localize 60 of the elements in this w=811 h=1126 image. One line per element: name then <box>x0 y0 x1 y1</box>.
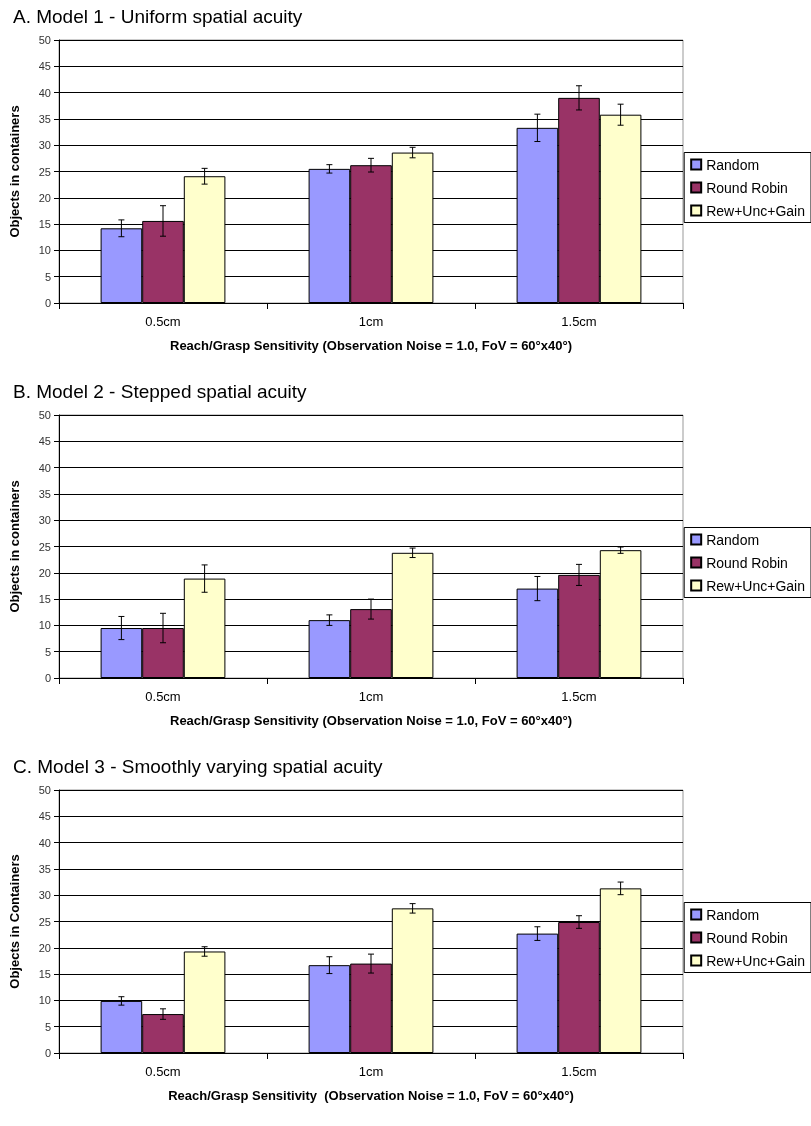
legend-label: Rew+Unc+Gain <box>706 577 805 594</box>
y-axis-title: Objects in Containers <box>7 854 22 989</box>
y-tick-label: 40 <box>38 86 51 99</box>
y-tick-label: 5 <box>44 1020 51 1033</box>
y-tick-label: 5 <box>44 270 51 283</box>
x-axis-title: Reach/Grasp Sensitivity (Observation Noise = 1.0, FoV = 60°x40°) <box>169 713 573 728</box>
y-tick-label: 25 <box>38 540 51 553</box>
x-axis-title: Reach/Grasp Sensitivity (Observation Noise = 1.0, FoV = 60°x40°) <box>169 338 573 353</box>
legend-label: Rew+Unc+Gain <box>706 952 805 969</box>
chart-title: B. Model 2 - Stepped spatial acuity <box>13 381 308 402</box>
y-axis-title: Objects in containers <box>7 105 22 238</box>
y-tick-label: 40 <box>38 461 51 474</box>
y-tick-label: 50 <box>38 409 51 421</box>
x-tick-label: 1cm <box>358 314 384 329</box>
y-tick-label: 30 <box>38 139 51 152</box>
y-tick-label: 20 <box>38 566 51 579</box>
y-tick-label: 50 <box>38 784 51 796</box>
legend-label: Round Robin <box>706 179 788 196</box>
y-tick-label: 45 <box>38 60 51 73</box>
y-tick-label: 40 <box>38 836 51 849</box>
y-tick-label: 50 <box>38 34 51 46</box>
legend-label: Round Robin <box>706 554 788 571</box>
y-tick-label: 20 <box>38 191 51 204</box>
legend-label: Random <box>706 531 760 548</box>
y-tick-label: 10 <box>38 994 51 1007</box>
y-tick-label: 15 <box>38 968 51 981</box>
y-tick-label: 25 <box>38 915 51 928</box>
y-tick-label: 10 <box>38 244 51 257</box>
legend-label: Random <box>706 906 760 923</box>
x-tick-label: 0.5cm <box>145 689 181 704</box>
x-axis-title: Reach/Grasp Sensitivity (Observation Noise = 1.0, FoV = 60°x40°) <box>168 1088 574 1103</box>
y-tick-label: 30 <box>38 889 51 902</box>
y-tick-label: 35 <box>38 862 51 875</box>
y-tick-label: 10 <box>38 619 51 632</box>
chart-title: C. Model 3 - Smoothly varying spatial acuity <box>13 756 384 777</box>
chart-title: A. Model 1 - Uniform spatial acuity <box>13 6 303 27</box>
y-tick-label: 45 <box>38 435 51 448</box>
y-tick-label: 15 <box>38 593 51 606</box>
legend-label: Round Robin <box>706 929 788 946</box>
y-tick-label: 30 <box>38 514 51 527</box>
legend-label: Rew+Unc+Gain <box>706 202 805 219</box>
y-tick-label: 15 <box>38 218 51 231</box>
y-tick-label: 0 <box>44 1047 51 1059</box>
x-tick-label: 1.5cm <box>561 689 597 704</box>
y-tick-label: 5 <box>44 645 51 658</box>
legend-label: Random <box>706 156 760 173</box>
x-tick-label: 0.5cm <box>145 1064 181 1079</box>
x-tick-label: 1.5cm <box>561 1064 597 1079</box>
y-tick-label: 0 <box>44 297 51 309</box>
y-tick-label: 20 <box>38 941 51 954</box>
y-tick-label: 35 <box>38 112 51 125</box>
x-tick-label: 1cm <box>358 1064 384 1079</box>
x-tick-label: 1cm <box>358 689 384 704</box>
y-tick-label: 0 <box>44 672 51 684</box>
y-axis-title: Objects in containers <box>7 480 22 613</box>
y-tick-label: 35 <box>38 487 51 500</box>
x-tick-label: 1.5cm <box>561 314 597 329</box>
y-tick-label: 45 <box>38 810 51 823</box>
y-tick-label: 25 <box>38 165 51 178</box>
x-tick-label: 0.5cm <box>145 314 181 329</box>
